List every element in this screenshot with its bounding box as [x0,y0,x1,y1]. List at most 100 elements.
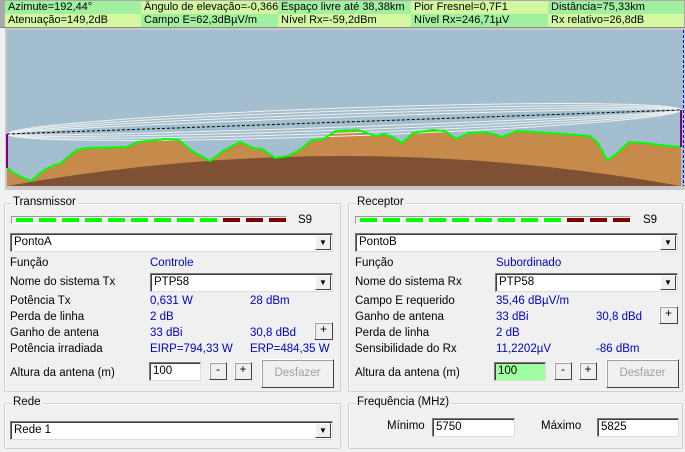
meter-segment [475,218,492,222]
tx-height-minus-button[interactable]: - [209,362,227,380]
tx-function-label: Função [10,257,49,269]
meter-segment [85,218,102,222]
chevron-down-icon[interactable]: ▼ [315,423,331,438]
rx-undo-button[interactable]: Desfazer [606,359,679,388]
transmitter-title: Transmissor [11,196,78,208]
rx-height-label: Altura da antena (m) [355,367,460,379]
meter-segment [452,218,469,222]
rx-system-select[interactable]: PTP58 ▼ [495,273,678,292]
tx-site-value: PontoA [14,236,52,248]
tx-power-w: 0,631 W [150,295,193,307]
transmitter-group: Transmissor [4,196,341,392]
tx-power-dbm: 28 dBm [250,295,290,307]
meter-segment [406,218,423,222]
tx-system-value: PTP58 [154,276,190,288]
chevron-down-icon[interactable]: ▼ [315,235,331,250]
meter-segment [590,218,607,222]
tx-height-input[interactable]: 100 [149,362,201,381]
distance: Distância=75,33km [548,1,684,14]
e-field: Campo E=62,3dBµV/m [141,14,278,27]
rx-system-value: PTP58 [499,276,535,288]
chevron-down-icon[interactable]: ▼ [660,235,676,250]
meter-segment [131,218,148,222]
tx-system-select[interactable]: PTP58 ▼ [150,273,333,292]
meter-segment [567,218,584,222]
tx-height-plus-button[interactable]: + [234,362,252,380]
meter-segment [613,218,630,222]
tx-power-label: Potência Tx [10,295,71,307]
frequency-min-input[interactable]: 5750 [432,418,515,437]
rx-field-value: 35,46 dBµV/m [496,295,570,307]
tx-eirp: EIRP=794,33 W [150,343,233,355]
rx-system-label: Nome do sistema Rx [355,276,462,288]
rx-gain-plus-button[interactable]: + [659,306,678,324]
tx-gain-plus-button[interactable]: + [314,322,333,340]
tx-meter-label: S9 [298,214,313,226]
frequency-title: Frequência (MHz) [355,396,452,408]
tx-system-label: Nome do sistema Tx [10,276,116,288]
meter-segment [62,218,79,222]
meter-segment [39,218,56,222]
rx-loss-value: 2 dB [496,327,520,339]
meter-segment [154,218,171,222]
frequency-group: Frequência (MHz) [348,396,683,449]
meter-segment [383,218,400,222]
rx-meter-label: S9 [643,214,658,226]
meter-segment [360,218,377,222]
tx-loss-label: Perda de linha [10,311,85,323]
tx-erp: ERP=484,35 W [250,343,330,355]
rx-height-input[interactable]: 100 [494,362,546,381]
frequency-max-input[interactable]: 5825 [597,418,679,437]
meter-segment [200,218,217,222]
tx-loss-value: 2 dB [150,311,174,323]
rx-sensitivity-label: Sensibilidade do Rx [355,343,457,355]
tx-signal-meter [11,216,287,224]
network-value: Rede 1 [14,424,52,436]
rx-function-label: Função [355,257,394,269]
meter-segment [498,218,515,222]
earth-curvature [7,156,681,186]
terrain-profile-line [6,128,682,183]
terrain-profile[interactable] [5,28,685,190]
rx-loss-label: Perda de linha [355,327,430,339]
network-title: Rede [11,396,43,408]
meter-segment [16,218,33,222]
meter-segment [269,218,286,222]
rx-gain-label: Ganho de antena [355,311,444,323]
chevron-down-icon[interactable]: ▼ [660,275,676,290]
rx-sensitivity-uv: 11,2202µV [496,343,552,355]
tx-gain-dbd: 30,8 dBd [250,327,297,339]
rx-level-dbm: Nível Rx=-59,2dBm [278,14,411,27]
receiver-title: Receptor [355,196,406,208]
profile-graph [6,30,684,186]
rx-gain-dbi: 33 dBi [496,311,529,323]
frequency-max-label: Máximo [541,420,582,432]
rx-function-value: Subordinado [496,257,562,269]
meter-segment [177,218,194,222]
rx-relative: Rx relativo=26,8dB [548,14,684,27]
chevron-down-icon[interactable]: ▼ [315,275,331,290]
attenuation: Atenuação=149,2dB [5,14,141,27]
meter-segment [429,218,446,222]
tx-undo-button[interactable]: Desfazer [261,359,334,388]
tx-gain-dbi: 33 dBi [150,327,183,339]
rx-site-select[interactable]: PontoB ▼ [355,233,678,252]
rx-field-label: Campo E requerido [355,295,455,307]
meter-segment [223,218,240,222]
elevation-angle: Ângulo de elevação=-0,366° [141,1,278,14]
rx-level-uv: Nível Rx=246,71µV [411,14,548,27]
rx-signal-meter [355,216,631,224]
tx-function-value: Controle [150,257,194,269]
meter-segment [521,218,538,222]
tx-gain-label: Ganho de antena [10,327,99,339]
frequency-min-label: Mínimo [387,420,425,432]
network-select[interactable]: Rede 1 ▼ [10,421,333,440]
tx-site-select[interactable]: PontoA ▼ [10,233,333,252]
rx-gain-dbd: 30,8 dBd [596,311,643,323]
free-space: Espaço livre até 38,38km [278,1,411,14]
rx-height-minus-button[interactable]: - [554,362,572,380]
rx-site-value: PontoB [359,236,397,248]
status-header: Azimute=192,44° Ângulo de elevação=-0,36… [0,0,685,28]
line-of-sight [6,109,682,135]
rx-height-plus-button[interactable]: + [579,362,597,380]
